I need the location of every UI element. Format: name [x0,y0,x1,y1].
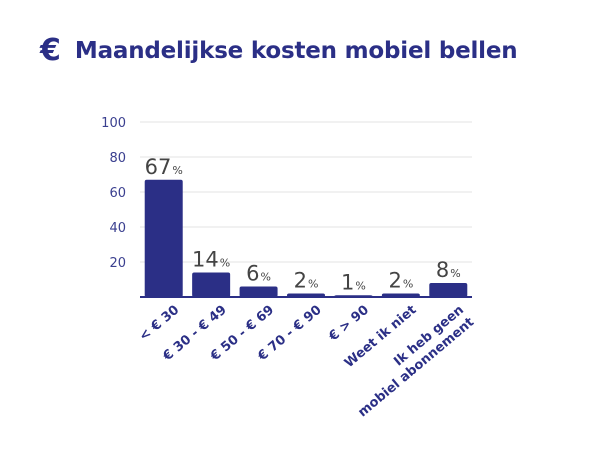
bar [192,272,231,297]
chart-title: Maandelijkse kosten mobiel bellen [74,38,518,64]
euro-icon: € [40,33,61,68]
data-label: 1% [341,270,366,294]
y-tick-label: 100 [101,116,126,131]
y-tick-label: 40 [109,221,126,236]
data-label: 8% [436,258,461,282]
y-tick-label: 60 [109,186,126,201]
data-label: 67% [145,155,183,179]
x-tick-label: < € 30 [137,303,183,345]
data-label: 6% [246,262,271,286]
bar [144,179,183,297]
data-label: 2% [294,269,319,293]
data-label: 2% [388,269,413,293]
chart-header: € Maandelijkse kosten mobiel bellen [40,33,518,68]
y-tick-label: 80 [109,151,126,166]
bar [429,283,468,297]
x-tick-label: € > 90 [326,303,372,345]
y-tick-label: 20 [109,256,126,271]
bar [239,286,278,297]
data-label: 14% [192,248,230,272]
